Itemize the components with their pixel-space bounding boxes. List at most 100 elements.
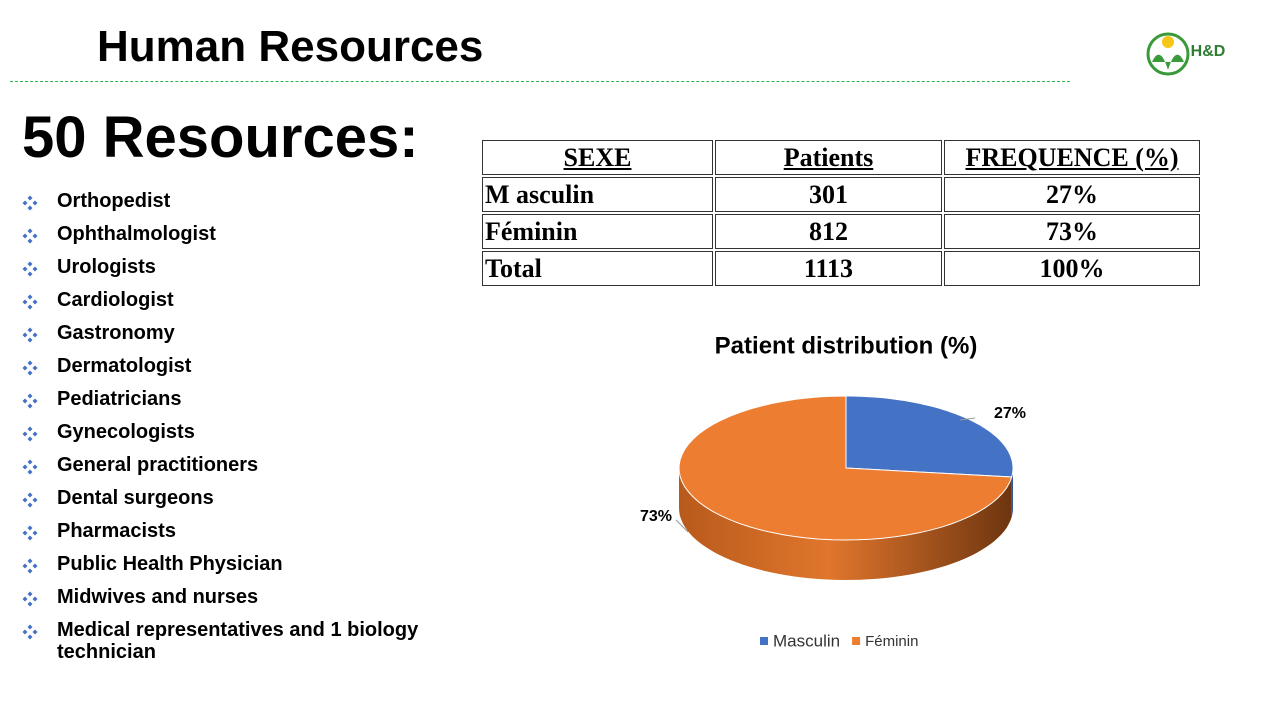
list-item: Medical representatives and 1 biology te…: [22, 619, 462, 663]
legend-swatch: [852, 637, 861, 645]
bullet: [22, 591, 38, 607]
list-text: Orthopedist: [57, 190, 171, 212]
bullet-diamond: [27, 525, 33, 531]
bullet-diamond: [22, 563, 28, 569]
list-item: Dermatologist: [22, 355, 462, 377]
list-item: Urologists: [22, 256, 462, 278]
bullet-diamond: [27, 535, 33, 541]
bullet: [22, 294, 38, 310]
list-text: Midwives and nurses: [57, 586, 259, 608]
bullet-diamond: [32, 398, 38, 404]
list-text: Urologists: [57, 256, 156, 278]
table-header-cell: Patients: [715, 140, 942, 175]
list-text: Dermatologist: [57, 355, 192, 377]
bullet-diamond: [32, 365, 38, 371]
list-item: Pediatricians: [22, 388, 462, 410]
list-item: Gastronomy: [22, 322, 462, 344]
list-text: Pharmacists: [57, 520, 176, 542]
bullet-diamond: [22, 233, 28, 239]
bullet: [22, 261, 38, 277]
table-header-cell: FREQUENCE (%): [944, 140, 1200, 175]
list-item: Pharmacists: [22, 520, 462, 542]
divider: [10, 81, 1070, 82]
bullet-diamond: [27, 502, 33, 508]
bullet-diamond: [27, 327, 33, 333]
list-item: Gynecologists: [22, 421, 462, 443]
chart-title: Patient distribution (%): [715, 332, 978, 359]
bullet-diamond: [22, 596, 28, 602]
bullet-diamond: [27, 238, 33, 244]
table-cell: 100%: [944, 251, 1200, 286]
legend-swatch: [760, 637, 768, 645]
bullet-diamond: [27, 634, 33, 640]
bullet-diamond: [32, 233, 38, 239]
bullet-diamond: [27, 393, 33, 399]
bullet-diamond: [27, 459, 33, 465]
bullet-diamond: [27, 492, 33, 498]
bullet-diamond: [32, 266, 38, 272]
logo: H&D: [1146, 32, 1226, 76]
table-row: M asculin 301 27%: [482, 177, 1200, 212]
bullet-diamond: [22, 266, 28, 272]
bullet-diamond: [32, 431, 38, 437]
bullet-diamond: [32, 629, 38, 635]
bullet-diamond: [22, 332, 28, 338]
bullet-diamond: [22, 299, 28, 305]
list-text: Ophthalmologist: [57, 223, 216, 245]
table-cell: Féminin: [482, 214, 713, 249]
bullet: [22, 327, 38, 343]
bullet-diamond: [27, 294, 33, 300]
leader-line: [675, 519, 689, 533]
slice-side: [1011, 468, 1013, 517]
bullet-diamond: [22, 365, 28, 371]
list-item: Cardiologist: [22, 289, 462, 311]
bullet-diamond: [27, 360, 33, 366]
bullet: [22, 393, 38, 409]
bullet-diamond: [22, 530, 28, 536]
table: SEXE Patients FREQUENCE (%) M asculin 301 27%…: [480, 138, 1202, 288]
list-text: Public Health Physician: [57, 553, 283, 575]
bullet-diamond: [22, 497, 28, 503]
list-item: Orthopedist: [22, 190, 462, 212]
bullet-diamond: [32, 530, 38, 536]
table-header-row: SEXE Patients FREQUENCE (%): [482, 140, 1200, 175]
bullet-diamond: [32, 464, 38, 470]
bullet: [22, 624, 38, 640]
bullet: [22, 558, 38, 574]
bullet-diamond: [27, 403, 33, 409]
bullet-diamond: [27, 558, 33, 564]
bullet: [22, 195, 38, 211]
bullet-diamond: [27, 568, 33, 574]
list-text: Gynecologists: [57, 421, 195, 443]
bullet-diamond: [27, 624, 33, 630]
data-label: 27%: [994, 405, 1026, 422]
leader-line: [959, 417, 976, 421]
list-text: Medical representatives and 1 biology te…: [57, 619, 419, 663]
bullet-diamond: [27, 205, 33, 211]
bullet-diamond: [22, 398, 28, 404]
bullet-diamond: [27, 261, 33, 267]
table-cell: Total: [482, 251, 713, 286]
bullet-diamond: [32, 332, 38, 338]
list-item: General practitioners: [22, 454, 462, 476]
bullet: [22, 360, 38, 376]
bullet: [22, 228, 38, 244]
bullet-diamond: [27, 195, 33, 201]
bullet-diamond: [27, 469, 33, 475]
bullet-diamond: [27, 591, 33, 597]
table-cell: 1113: [715, 251, 942, 286]
list-text: General practitioners: [57, 454, 259, 476]
bullet-diamond: [32, 596, 38, 602]
slice-side: [679, 468, 1012, 580]
table-cell: 812: [715, 214, 942, 249]
list-item: Public Health Physician: [22, 553, 462, 575]
bullet-diamond: [22, 200, 28, 206]
pie-slice: [678, 395, 1013, 541]
list-text: Dental surgeons: [57, 487, 214, 509]
bullet-diamond: [27, 228, 33, 234]
list-text: Gastronomy: [57, 322, 175, 344]
bullet-diamond: [22, 464, 28, 470]
logo-text: H&D: [1191, 43, 1226, 60]
